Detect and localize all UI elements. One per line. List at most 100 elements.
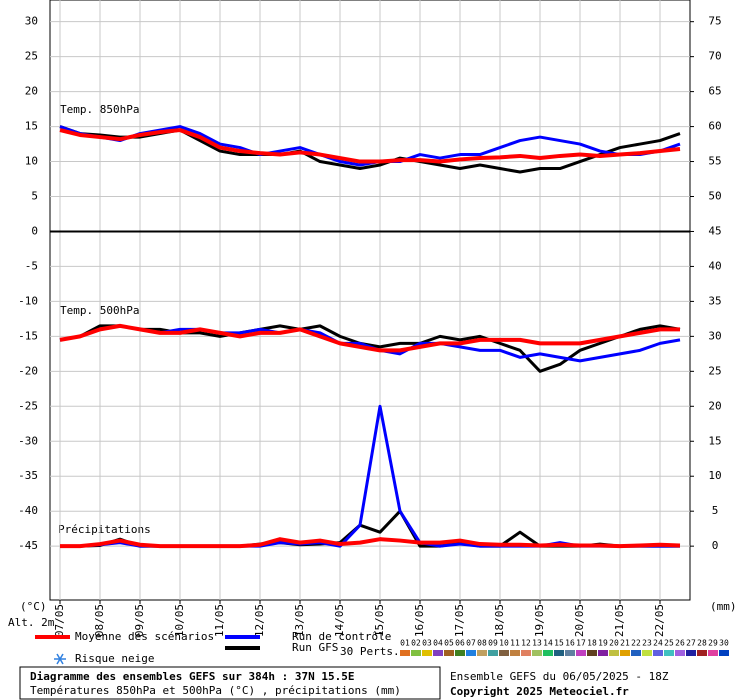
- legend-label: Moyenne des scénarios: [75, 630, 214, 643]
- y-unit: (°C): [20, 600, 47, 613]
- legend-label: Risque neige: [75, 652, 154, 665]
- y-tick-label: 25: [25, 50, 38, 63]
- x-tick-label: 21/05: [613, 604, 626, 637]
- series-line: [59, 323, 680, 353]
- y2-tick-label: 65: [708, 85, 721, 98]
- x-tick-label: 19/05: [533, 604, 546, 637]
- footer-title: Diagramme des ensembles GEFS sur 384h : …: [30, 670, 355, 683]
- info-box: [19, 666, 441, 700]
- x-tick-label: 22/05: [653, 604, 666, 637]
- x-tick-label: 10/05: [173, 604, 186, 637]
- perturbation-swatch: [466, 650, 476, 656]
- perturbation-label: 12: [521, 639, 531, 648]
- y-tick-label: -20: [18, 364, 38, 377]
- y2-tick-label: 15: [708, 434, 721, 447]
- perturbation-swatch: [444, 650, 454, 656]
- perturbation-label: 22: [631, 639, 641, 648]
- x-tick-label: 15/05: [373, 604, 386, 637]
- perturbation-label: 23: [642, 639, 652, 648]
- perturbation-swatch: [642, 650, 652, 656]
- y-tick-label: -45: [18, 539, 38, 552]
- perturbations-label: 30 Perts.: [340, 645, 400, 658]
- y-tick-label: -15: [18, 329, 38, 342]
- x-tick-label: 08/05: [93, 604, 106, 637]
- y2-tick-label: 60: [708, 120, 721, 133]
- y2-tick-label: 20: [708, 399, 721, 412]
- perturbation-label: 17: [576, 639, 586, 648]
- perturbation-label: 15: [554, 639, 564, 648]
- perturbation-label: 10: [499, 639, 509, 648]
- x-tick-label: 16/05: [413, 604, 426, 637]
- y2-tick-label: 25: [708, 364, 721, 377]
- perturbation-swatch: [686, 650, 696, 656]
- y2-tick-label: 40: [708, 259, 721, 272]
- perturbation-swatch: [543, 650, 553, 656]
- perturbation-swatch: [576, 650, 586, 656]
- y2-tick-label: 70: [708, 50, 721, 63]
- y2-tick-label: 0: [712, 539, 719, 552]
- series-line: [59, 324, 681, 373]
- x-tick-label: 13/05: [293, 604, 306, 637]
- perturbation-label: 14: [543, 639, 553, 648]
- perturbation-label: 13: [532, 639, 542, 648]
- perturbation-swatch: [587, 650, 597, 656]
- perturbation-label: 21: [620, 639, 630, 648]
- perturbation-swatch: [477, 650, 487, 656]
- x-tick-label: 17/05: [453, 604, 466, 637]
- perturbation-label: 02: [411, 639, 421, 648]
- x-tick-label: 09/05: [133, 604, 146, 637]
- x-tick-label: 20/05: [573, 604, 586, 637]
- perturbation-swatch: [708, 650, 718, 656]
- y2-tick-label: 50: [708, 190, 721, 203]
- x-tick-label: 12/05: [253, 604, 266, 637]
- series-line: [59, 128, 681, 164]
- perturbation-swatch: [510, 650, 520, 656]
- perturbation-label: 18: [587, 639, 597, 648]
- perturbation-label: 29: [708, 639, 718, 648]
- y-tick-label: -35: [18, 469, 38, 482]
- perturbation-label: 24: [653, 639, 663, 648]
- perturbation-label: 11: [510, 639, 520, 648]
- perturbation-label: 27: [686, 639, 696, 648]
- perturbation-swatch: [609, 650, 619, 656]
- legend-label: Run de contrôle: [292, 630, 391, 643]
- y2-tick-label: 5: [712, 504, 719, 517]
- y-tick-label: -5: [25, 259, 38, 272]
- perturbation-label: 04: [433, 639, 443, 648]
- x-tick-label: 14/05: [333, 604, 346, 637]
- perturbation-label: 16: [565, 639, 575, 648]
- perturbation-swatch: [620, 650, 630, 656]
- perturbation-swatch: [488, 650, 498, 656]
- perturbation-swatch: [411, 650, 421, 656]
- perturbation-swatch: [631, 650, 641, 656]
- perturbation-swatch: [400, 650, 410, 656]
- perturbation-label: 25: [664, 639, 674, 648]
- perturbation-swatch: [664, 650, 674, 656]
- perturbation-label: 09: [488, 639, 498, 648]
- perturbation-swatch: [697, 650, 707, 656]
- perturbation-label: 28: [697, 639, 707, 648]
- y-tick-label: -25: [18, 399, 38, 412]
- y-tick-label: -30: [18, 434, 38, 447]
- snow-icon: [54, 653, 66, 665]
- y-tick-label: 10: [25, 155, 38, 168]
- y-tick-label: 0: [31, 224, 38, 237]
- perturbation-swatch: [675, 650, 685, 656]
- perturbation-swatch: [455, 650, 465, 656]
- perturbation-label: 08: [477, 639, 487, 648]
- perturbation-label: 19: [598, 639, 608, 648]
- perturbation-label: 30: [719, 639, 729, 648]
- y2-unit: (mm): [710, 600, 737, 613]
- perturbation-swatch: [433, 650, 443, 656]
- perturbation-swatch: [521, 650, 531, 656]
- y-tick-label: 15: [25, 120, 38, 133]
- y2-tick-label: 35: [708, 294, 721, 307]
- perturbation-label: 06: [455, 639, 465, 648]
- legend-label: Run GFS: [292, 641, 338, 654]
- y-tick-label: -10: [18, 294, 38, 307]
- perturbation-swatch: [719, 650, 729, 656]
- y2-tick-label: 45: [708, 224, 721, 237]
- perturbation-label: 01: [400, 639, 410, 648]
- perturbation-label: 05: [444, 639, 454, 648]
